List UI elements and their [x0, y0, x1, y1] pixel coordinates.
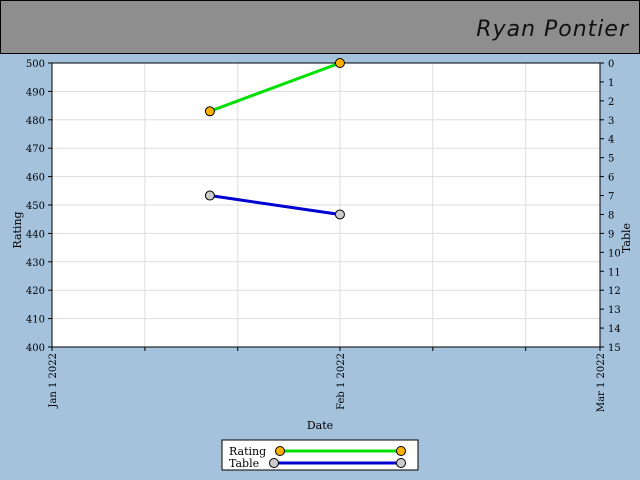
legend-label-rating: Rating: [229, 445, 266, 458]
y2-tick-label: 1: [608, 78, 614, 89]
legend-marker-table: [269, 458, 279, 468]
series-point-table: [334, 209, 345, 220]
y2-tick-label: 12: [608, 286, 621, 297]
series-point-rating: [204, 106, 215, 117]
y-tick-label: 430: [26, 258, 45, 269]
series-line-rating: [209, 61, 341, 113]
y2-tick-label: 10: [608, 248, 621, 259]
y2-tick-label: 6: [608, 173, 614, 184]
legend-marker-rating: [396, 446, 406, 456]
y-tick-label: 420: [26, 286, 45, 297]
x-axis-label: Date: [307, 419, 333, 432]
y-tick-label: 460: [26, 173, 45, 184]
y2-tick-label: 11: [608, 267, 621, 278]
y2-tick-label: 13: [608, 305, 621, 316]
y2-tick-label: 15: [608, 343, 621, 354]
header-bar: Ryan Pontier: [0, 0, 640, 54]
legend-marker-table: [396, 458, 406, 468]
y2-tick-label: 9: [608, 229, 614, 240]
x-tick-label: Feb 1 2022: [336, 353, 347, 410]
y-axis-label: Rating: [11, 211, 24, 248]
y2-tick-label: 5: [608, 154, 614, 165]
y-tick-label: 490: [26, 87, 45, 98]
player-name: Ryan Pontier: [476, 17, 629, 42]
plot-frame: [51, 62, 601, 348]
y-tick-label: 480: [26, 116, 45, 127]
y-tick-label: 450: [26, 201, 45, 212]
y-tick-label: 500: [26, 59, 45, 70]
y2-axis-label: Table: [620, 223, 633, 253]
x-tick-label: Mar 1 2022: [596, 353, 607, 412]
series-point-table: [204, 190, 215, 201]
series-line-table: [209, 194, 341, 216]
series-point-rating: [334, 58, 345, 68]
y2-tick-label: 2: [608, 97, 614, 108]
x-tick-label: Jan 1 2022: [48, 353, 59, 409]
y-tick-label: 440: [26, 229, 45, 240]
legend-box: [221, 439, 419, 471]
y2-tick-label: 8: [608, 210, 614, 221]
y2-tick-label: 3: [608, 116, 614, 127]
y-tick-label: 470: [26, 144, 45, 155]
y-tick-label: 400: [26, 343, 45, 354]
y2-tick-label: 14: [608, 324, 621, 335]
y2-tick-label: 7: [608, 192, 614, 203]
series-layer: [204, 58, 345, 220]
legend-label-table: Table: [229, 457, 259, 470]
y-tick-label: 410: [26, 315, 45, 326]
y2-tick-label: 4: [608, 135, 614, 146]
y2-tick-label: 0: [608, 59, 614, 70]
legend-marker-rating: [275, 446, 285, 456]
